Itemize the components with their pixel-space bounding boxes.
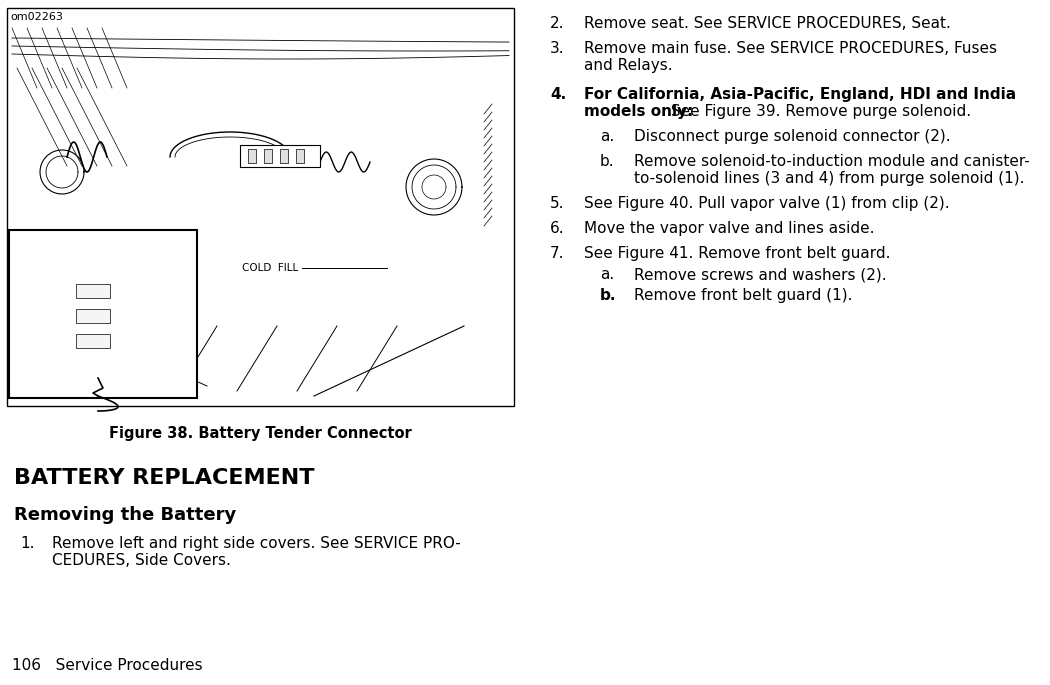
Text: to-solenoid lines (3 and 4) from purge solenoid (1).: to-solenoid lines (3 and 4) from purge s… (634, 171, 1025, 186)
Bar (248, 149, 256, 163)
Text: a.: a. (600, 267, 614, 282)
Text: CEDURES, Side Covers.: CEDURES, Side Covers. (52, 553, 231, 568)
Text: a.: a. (600, 129, 614, 144)
Text: See Figure 39. Remove purge solenoid.: See Figure 39. Remove purge solenoid. (666, 104, 971, 119)
Bar (9, 230, 197, 398)
Text: models only:: models only: (584, 104, 693, 119)
Text: Move the vapor valve and lines aside.: Move the vapor valve and lines aside. (584, 221, 875, 236)
Text: 106   Service Procedures: 106 Service Procedures (12, 658, 203, 673)
Text: COLD  FILL: COLD FILL (242, 263, 298, 273)
Text: 6.: 6. (550, 221, 565, 236)
Text: For California, Asia-Pacific, England, HDI and India: For California, Asia-Pacific, England, H… (584, 87, 1016, 102)
Text: 7.: 7. (550, 246, 565, 261)
Text: Remove solenoid-to-induction module and canister-: Remove solenoid-to-induction module and … (634, 154, 1030, 169)
Text: b.: b. (600, 154, 614, 169)
Text: Remove screws and washers (2).: Remove screws and washers (2). (634, 267, 886, 282)
Text: Figure 38. Battery Tender Connector: Figure 38. Battery Tender Connector (109, 426, 412, 441)
Bar (76, 284, 110, 298)
Bar (296, 149, 304, 163)
Text: om02263: om02263 (10, 12, 63, 22)
Bar (264, 149, 272, 163)
Bar (240, 145, 320, 167)
Text: Remove main fuse. See SERVICE PROCEDURES, Fuses: Remove main fuse. See SERVICE PROCEDURES… (584, 41, 998, 56)
Bar (280, 149, 288, 163)
Text: 3.: 3. (550, 41, 565, 56)
Text: 2.: 2. (550, 16, 565, 31)
Bar (76, 334, 110, 348)
Text: b.: b. (600, 288, 616, 303)
Text: 1.: 1. (20, 536, 35, 551)
Text: 5.: 5. (550, 196, 565, 211)
Text: Removing the Battery: Removing the Battery (14, 506, 236, 524)
Text: See Figure 41. Remove front belt guard.: See Figure 41. Remove front belt guard. (584, 246, 890, 261)
Bar (7, 8, 514, 406)
Text: 4.: 4. (550, 87, 566, 102)
Text: Disconnect purge solenoid connector (2).: Disconnect purge solenoid connector (2). (634, 129, 950, 144)
Text: Remove left and right side covers. See SERVICE PRO-: Remove left and right side covers. See S… (52, 536, 461, 551)
Bar (76, 309, 110, 323)
Text: BATTERY REPLACEMENT: BATTERY REPLACEMENT (14, 468, 315, 488)
Text: Remove seat. See SERVICE PROCEDURES, Seat.: Remove seat. See SERVICE PROCEDURES, Sea… (584, 16, 951, 31)
Text: and Relays.: and Relays. (584, 58, 673, 73)
Text: Remove front belt guard (1).: Remove front belt guard (1). (634, 288, 853, 303)
Text: See Figure 40. Pull vapor valve (1) from clip (2).: See Figure 40. Pull vapor valve (1) from… (584, 196, 949, 211)
